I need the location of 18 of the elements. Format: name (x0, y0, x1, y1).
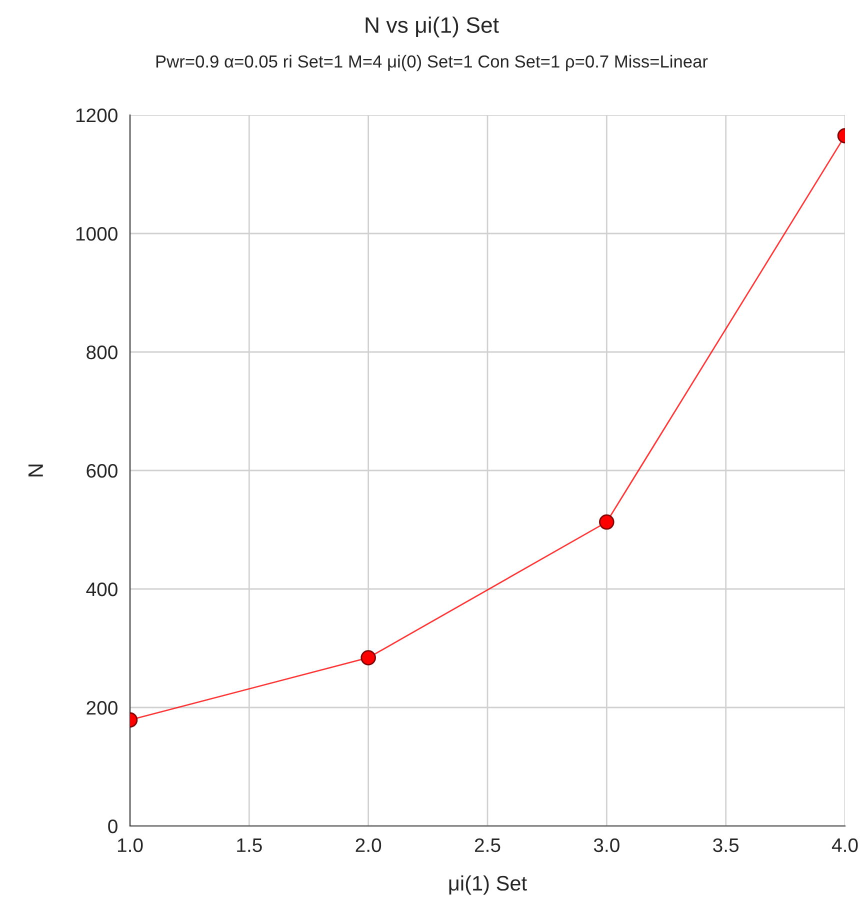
y-tick-label: 200 (86, 700, 118, 715)
y-tick-label: 0 (108, 819, 118, 834)
y-tick-label: 800 (86, 345, 118, 360)
x-tick-label: 3.5 (713, 838, 739, 852)
chart-subtitle: Pwr=0.9 α=0.05 ri Set=1 M=4 μi(0) Set=1 Con Set=1 ρ=0.7 Miss=Linear (156, 54, 708, 72)
x-axis-title: μi(1) Set (449, 875, 527, 895)
chart-title: N vs μi(1) Set (366, 16, 499, 38)
y-axis-title: N (28, 464, 43, 476)
y-tick-label: 1200 (76, 108, 118, 122)
x-tick-label: 3.0 (594, 838, 620, 852)
x-tick-label: 1.0 (118, 838, 143, 852)
y-tick-label: 1000 (76, 226, 118, 241)
x-tick-label: 4.0 (832, 838, 858, 852)
x-tick-label: 2.0 (356, 838, 382, 852)
y-tick-label: 600 (86, 464, 118, 478)
y-tick-label: 400 (86, 582, 118, 596)
x-tick-label: 2.5 (474, 838, 500, 852)
x-tick-label: 1.5 (237, 838, 262, 852)
